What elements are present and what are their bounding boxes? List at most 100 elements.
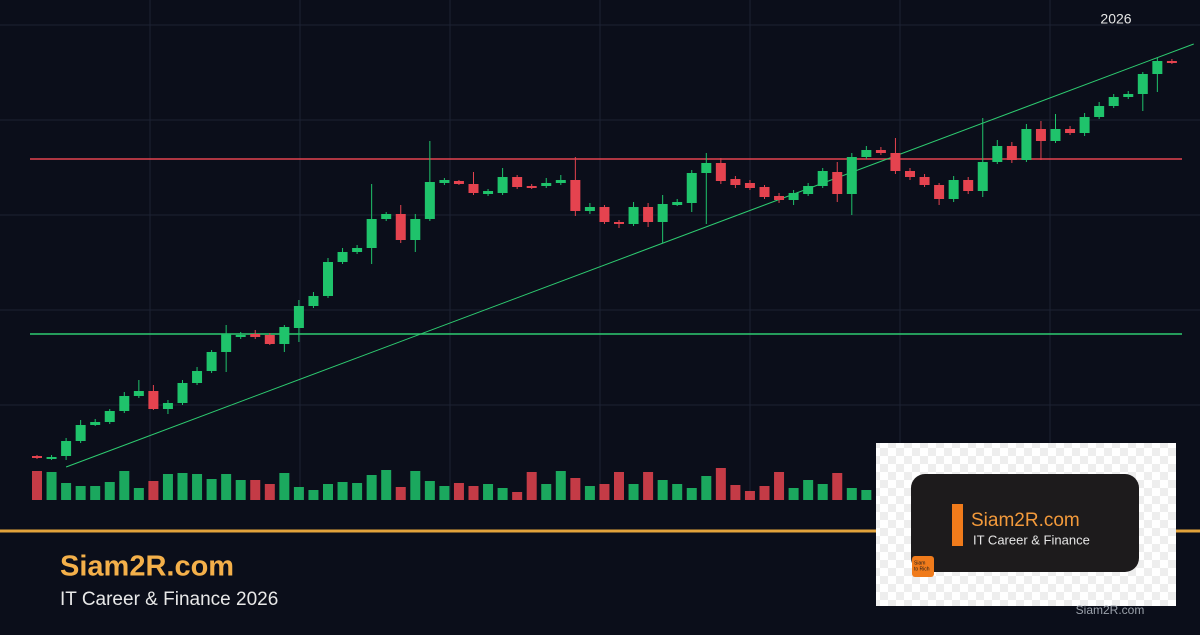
volume-bar [846,488,857,500]
candle-body [192,371,203,383]
candle-body [584,207,595,211]
candle-body [293,306,304,328]
candle-body [657,204,668,222]
candle-body [177,383,188,403]
volume-bar [410,471,421,500]
volume-bar [541,484,552,500]
plot [0,24,1200,500]
candle-body [599,207,610,222]
candle-body [1152,61,1163,74]
volume-bar [439,486,450,500]
watermark: Siam2R.com [1076,603,1145,617]
volume-bar [75,486,86,500]
volume-bar [657,480,668,500]
volume-bar [133,488,144,500]
candle-body [614,222,624,224]
volume-bar [614,472,624,500]
candle-body [206,352,217,371]
candle-body [526,186,537,188]
volume-bar [279,473,290,500]
candle-body [934,185,945,199]
candle-body [279,327,290,344]
candle-body [264,335,275,344]
candle-body [366,219,377,248]
candle-body [1079,117,1090,133]
volume-bar [395,487,406,500]
badge-icon-text: Siam [914,560,925,566]
candle-body [32,456,42,458]
candle-body [90,422,101,425]
volume-bar [628,484,639,500]
volume-bar [308,490,319,500]
candle-body [541,183,552,186]
candle-body [846,157,857,194]
volume-bar [366,475,377,500]
volume-bar [672,484,683,500]
volume-bar [861,490,872,500]
candle-body [337,252,348,262]
candle-body [308,296,319,306]
volume-bar [788,488,799,500]
badge-title: Siam2R.com [971,510,1080,531]
candle-body [453,181,464,184]
candle-body [424,182,435,219]
candle-body [744,183,755,188]
volume-bar [468,486,479,500]
candle-body [1137,74,1148,94]
candle-body [963,180,974,191]
candle-body [759,187,770,197]
candle-body [774,196,785,200]
candle-body [512,177,523,187]
badge-subtitle: IT Career & Finance [973,532,1090,547]
candle-body [1035,129,1046,141]
volume-bar [584,486,595,500]
volume-bar [599,484,610,500]
candle-body [992,146,1003,162]
volume-bar [759,486,770,500]
footer-subtitle: IT Career & Finance 2026 [60,589,278,610]
volume-bar [803,480,814,500]
candle-body [439,180,450,183]
volume-bar [643,472,654,500]
candle-body [643,207,654,222]
candle-body [381,214,392,219]
volume-bar [715,468,726,500]
candle-body [686,173,697,203]
volume-bar [730,485,741,500]
candle-body [119,396,130,411]
volume-bar [235,480,246,500]
candle-body [395,214,406,240]
candle-body [133,391,144,396]
candle-body [1006,146,1017,160]
vertical-grid [149,0,1051,500]
volume-bar [61,483,72,500]
badge-icon [912,556,934,577]
volume-bar [119,471,130,500]
candle-body [1050,129,1061,141]
badge-card [911,474,1139,572]
candle-body [46,457,57,459]
volume-bar [46,472,57,500]
candle-body [875,150,886,153]
badge: Siam2R.com IT Career & Finance Siam to R… [876,443,1176,617]
candle-body [250,334,261,337]
candle-body [162,403,173,409]
volume-bar [221,474,232,500]
candle-body [919,177,930,185]
period-label: 2026 [1100,11,1131,27]
volume-bar [381,470,392,500]
candle-body [803,186,814,194]
trend-line [65,43,1194,468]
candle-body [701,163,712,173]
candle-body [75,425,86,441]
volume-bar [293,487,304,500]
volume-bar [264,484,275,500]
candle-body [905,171,915,177]
volume-bar [177,473,188,500]
candle-body [628,207,639,224]
volume-bar [323,484,333,500]
candle-body [1065,129,1076,133]
volume-bar [32,471,42,500]
badge-icon-text: to Rich [914,566,930,572]
